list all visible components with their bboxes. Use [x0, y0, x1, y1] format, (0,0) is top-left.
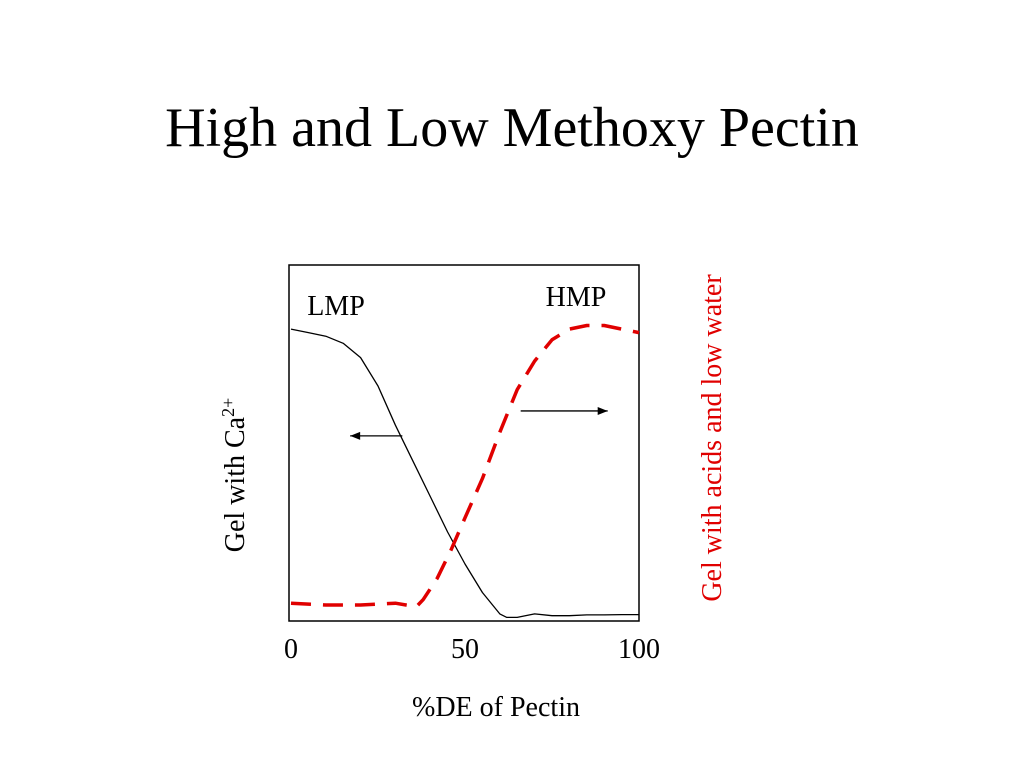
series-lmp-line [290, 328, 639, 619]
x-tick-label: 0 [284, 634, 298, 665]
slide-title: High and Low Methoxy Pectin [165, 97, 859, 159]
plot-frame [288, 264, 640, 622]
annotation-hmp: HMP [546, 282, 607, 313]
y-axis-label-left: Gel with Ca2+ [218, 398, 251, 552]
x-tick-label: 50 [451, 634, 479, 665]
y-axis-label-left-superscript: 2+ [218, 398, 238, 417]
arrow-0 [350, 431, 403, 440]
arrow-layer [350, 406, 608, 440]
y-axis-label-right: Gel with acids and low water [697, 274, 728, 602]
x-axis-label: %DE of Pectin [412, 692, 580, 723]
arrow-head [350, 431, 361, 440]
arrow-head [597, 406, 608, 415]
annotation-lmp: LMP [307, 291, 365, 322]
y-axis-label-left-text: Gel with Ca [220, 416, 251, 552]
arrow-1 [520, 406, 608, 415]
series-layer [290, 323, 640, 619]
x-tick-labels: 0 50 100 [284, 634, 660, 665]
series-hmp-line [290, 323, 640, 609]
x-tick-label: 100 [618, 634, 660, 665]
